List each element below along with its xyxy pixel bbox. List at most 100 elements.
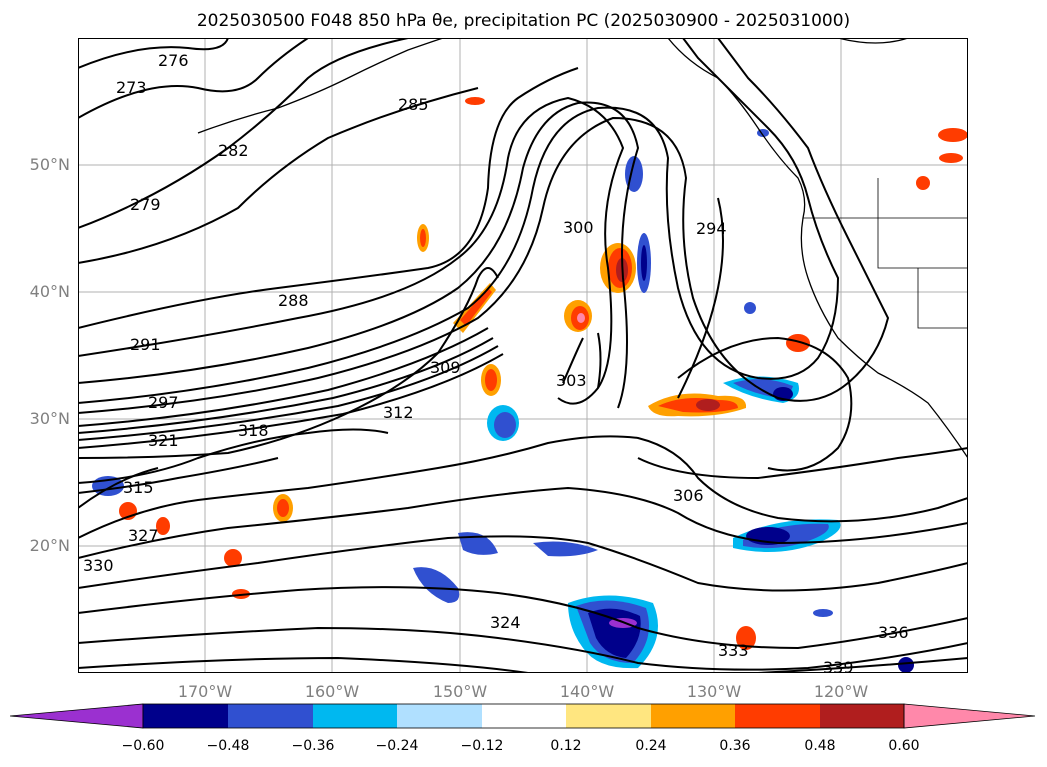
- precip-blob: [938, 128, 968, 142]
- contour-label: 321: [148, 431, 179, 450]
- contour-303-west: [78, 337, 494, 434]
- contour-300-east: [677, 336, 853, 472]
- map-panel: 273 276 279 282 285 288 291 294 297 300 …: [78, 38, 968, 673]
- colorbar-swatch-0: [10, 703, 144, 729]
- colorbar-tick: −0.60: [121, 738, 165, 754]
- contour-318: [78, 428, 389, 484]
- colorbar-swatch-9: [820, 704, 904, 728]
- precip-blob: [156, 517, 170, 535]
- precip-blob: [939, 153, 963, 163]
- colorbar-swatch-2: [228, 704, 313, 728]
- colorbar-swatch-5: [482, 704, 566, 728]
- colorbar-tick: 0.24: [635, 738, 667, 754]
- graticule: [78, 38, 968, 673]
- contour-303-loop2: [597, 332, 602, 389]
- precip-blob: [465, 97, 485, 105]
- contour-labels: 273 276 279 282 285 288 291 294 297 300 …: [83, 51, 909, 673]
- contour-label: 276: [158, 51, 189, 70]
- lon-label-150w: 150°W: [432, 682, 488, 701]
- contour-label: 327: [128, 526, 159, 545]
- contour-label: 333: [718, 641, 749, 660]
- map-canvas: 273 276 279 282 285 288 291 294 297 300 …: [78, 38, 968, 673]
- contour-label: 336: [878, 623, 909, 642]
- contour-label: 273: [116, 78, 147, 97]
- precip-blob: [224, 549, 242, 567]
- contour-303-loop: [562, 337, 584, 384]
- map-title: 2025030500 F048 850 hPa θe, precipitatio…: [196, 11, 851, 31]
- colorbar-tick: −0.24: [375, 738, 419, 754]
- contour-label: 282: [218, 141, 249, 160]
- lon-label-170w: 170°W: [177, 682, 233, 701]
- contour-297: [78, 38, 890, 414]
- lat-label-50n: 50°N: [29, 155, 70, 174]
- precip-blob: [577, 313, 585, 323]
- colorbar-tick: 0.60: [888, 738, 920, 754]
- precip-blob: [736, 626, 756, 650]
- precip-blob: [813, 609, 833, 617]
- contour-330: [78, 656, 529, 673]
- contour-label: 318: [238, 421, 269, 440]
- contour-312: [78, 267, 499, 459]
- contour-315: [78, 535, 968, 592]
- alaska-coast: [837, 38, 909, 44]
- contour-291: [78, 101, 640, 409]
- contour-318-south: [78, 586, 968, 650]
- contour-label: 279: [130, 195, 161, 214]
- colorbar-swatch-10: [903, 703, 1036, 729]
- contour-324-south: [78, 626, 968, 671]
- contour-339: [757, 657, 968, 673]
- colorbar-swatch-6: [566, 704, 651, 728]
- contour-324: [78, 467, 159, 509]
- precip-blob: [641, 245, 647, 281]
- precip-shading: [92, 97, 968, 673]
- colorbar-swatch-1: [143, 704, 228, 728]
- contour-288: [78, 96, 625, 405]
- contour-282: [78, 87, 479, 264]
- contour-294: [78, 38, 840, 404]
- precip-blob: [494, 412, 516, 438]
- contour-label: 324: [490, 613, 521, 632]
- precip-blob: [696, 399, 720, 411]
- colorbar-tick: −0.12: [460, 738, 504, 754]
- contour-300-west: [78, 327, 489, 427]
- contour-273: [78, 38, 229, 69]
- colorbar-swatch-8: [735, 704, 820, 728]
- colorbar-tick: 0.12: [550, 738, 582, 754]
- precip-blob: [533, 541, 598, 557]
- contour-276: [78, 38, 309, 119]
- precip-blob: [420, 229, 426, 247]
- contour-label: 303: [556, 371, 587, 390]
- contour-label: 291: [130, 335, 161, 354]
- colorbar-tick: 0.36: [719, 738, 751, 754]
- contour-303-east: [637, 447, 968, 480]
- state-border: [917, 268, 968, 329]
- contour-label: 309: [430, 358, 461, 377]
- lat-label-20n: 20°N: [29, 536, 70, 555]
- contour-label: 297: [148, 393, 179, 412]
- colorbar-tick: 0.48: [804, 738, 836, 754]
- colorbar-swatch-7: [651, 704, 735, 728]
- lon-label-130w: 130°W: [686, 682, 742, 701]
- colorbar-outline: [142, 703, 905, 729]
- lat-label-30n: 30°N: [29, 409, 70, 428]
- aleutian-coast: [197, 38, 444, 134]
- contour-321: [78, 457, 279, 494]
- contour-label: 339: [823, 658, 854, 673]
- contour-297-east: [677, 197, 724, 399]
- contour-label: 300: [563, 218, 594, 237]
- colorbar: [10, 703, 1036, 729]
- contour-label: 288: [278, 291, 309, 310]
- contour-label: 315: [123, 478, 154, 497]
- state-border: [877, 178, 968, 269]
- precip-blob: [786, 334, 810, 352]
- contour-285: [78, 67, 579, 329]
- colorbar-tick: −0.48: [206, 738, 250, 754]
- contour-309-west: [78, 353, 504, 449]
- contour-306-west: [78, 345, 499, 441]
- north-america-coast: [667, 38, 968, 459]
- precip-blob: [485, 369, 497, 391]
- colorbar-tick: −0.36: [291, 738, 335, 754]
- contour-label: 330: [83, 556, 114, 575]
- lon-label-160w: 160°W: [304, 682, 360, 701]
- lon-label-120w: 120°W: [813, 682, 869, 701]
